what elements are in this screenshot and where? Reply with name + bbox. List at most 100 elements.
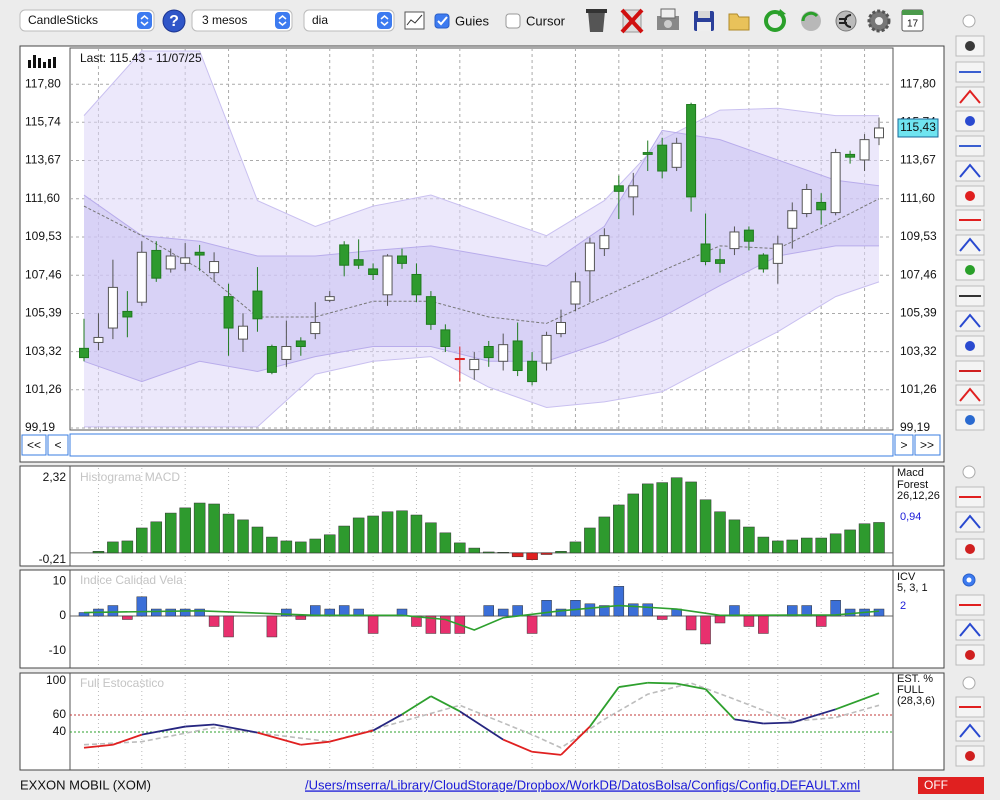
candle-body: [440, 329, 451, 348]
y-tick-label: 99,19: [25, 420, 55, 434]
currency-button[interactable]: [835, 10, 857, 32]
sync-button[interactable]: [801, 11, 821, 31]
tool-glyph: [965, 544, 975, 554]
y-tick-label-right: 103,32: [900, 344, 937, 358]
config-path[interactable]: /Users/mserra/Library/CloudStorage/Dropb…: [305, 777, 860, 792]
icv-current: 2: [900, 600, 906, 612]
band-line: [83, 129, 880, 267]
bar: [367, 615, 379, 634]
open-button[interactable]: [728, 13, 750, 31]
bar: [208, 615, 220, 627]
icv-panel: [19, 569, 945, 669]
next-button-label: >: [900, 438, 907, 452]
bar: [512, 605, 523, 617]
y-tick-label: 2,32: [43, 470, 67, 484]
y-tick-label: 0: [59, 608, 66, 622]
last-price-info: Last: 115.43 - 11/07/25: [80, 51, 202, 65]
band-line: [83, 50, 879, 237]
candle-body: [498, 344, 509, 362]
moving-average: [83, 198, 880, 324]
prev-button[interactable]: [47, 434, 69, 456]
bar: [670, 477, 683, 554]
tool-glyph: [965, 116, 975, 126]
tool-button[interactable]: [955, 234, 985, 256]
bar: [540, 552, 553, 555]
bar: [613, 504, 625, 554]
bar: [729, 605, 740, 617]
bar: [425, 522, 437, 554]
bar: [728, 519, 741, 554]
macd-current: 0,94: [900, 511, 921, 523]
tool-button[interactable]: [955, 511, 985, 533]
tool-glyph: [965, 415, 975, 425]
delete-button[interactable]: [620, 8, 644, 34]
select-arrow-glyph: [380, 15, 389, 26]
bar: [584, 603, 596, 617]
period-select[interactable]: [191, 9, 293, 32]
calendar-button[interactable]: [901, 9, 924, 32]
bar: [483, 605, 494, 617]
panel-radio[interactable]: [962, 676, 976, 690]
chart-type-select[interactable]: [19, 9, 155, 32]
panel-radio[interactable]: [962, 14, 976, 28]
bar: [627, 493, 640, 554]
candle-body: [107, 286, 118, 329]
bar: [656, 482, 668, 554]
candle-body: [454, 358, 465, 361]
next-button[interactable]: [894, 434, 914, 456]
bar: [642, 603, 653, 617]
last-button[interactable]: [914, 434, 941, 456]
first-button[interactable]: [21, 434, 47, 456]
stoch-label: FULL: [897, 684, 924, 696]
tool-glyph: [965, 341, 975, 351]
y-tick-label: 111,60: [25, 191, 60, 205]
tool-button[interactable]: [955, 86, 985, 108]
y-tick-label: 100: [46, 673, 66, 687]
trash-button[interactable]: [586, 9, 607, 32]
bar: [323, 534, 336, 554]
cursor-label: Cursor: [526, 13, 566, 28]
candle-body: [295, 340, 306, 348]
macd-label: 26,12,26: [897, 490, 940, 502]
bar: [410, 514, 423, 554]
bar: [439, 532, 452, 554]
last-price-box: [897, 118, 939, 138]
candle-body: [512, 340, 523, 372]
help-button[interactable]: [162, 9, 186, 33]
tool-button[interactable]: [955, 384, 985, 406]
tool-button[interactable]: [955, 720, 985, 742]
bar: [122, 615, 133, 620]
bar: [280, 540, 293, 554]
settings-button[interactable]: [867, 9, 891, 33]
bar: [555, 551, 567, 554]
save-button[interactable]: [694, 11, 714, 31]
candle-body: [310, 321, 321, 335]
candle-body: [324, 296, 335, 301]
bar: [714, 511, 726, 554]
tool-button[interactable]: [955, 619, 985, 641]
chart-icon[interactable]: [404, 11, 425, 30]
y-tick-label: 107,46: [25, 267, 62, 281]
tool-button[interactable]: [955, 160, 985, 182]
candle-body: [281, 346, 292, 360]
select-arrow-glyph: [140, 15, 149, 26]
guides-checkbox[interactable]: [434, 13, 450, 29]
panel-radio[interactable]: [962, 465, 976, 479]
refresh-button[interactable]: [764, 9, 786, 32]
y-tick-label-right: 111,60: [900, 191, 935, 205]
cursor-checkbox[interactable]: [505, 13, 521, 29]
candle-body: [93, 336, 104, 343]
stoch-k-segment: [112, 733, 143, 746]
interval-select[interactable]: [303, 9, 395, 32]
y-tick-label: 60: [53, 707, 67, 721]
stoch-k-segment: [734, 718, 764, 725]
print-button[interactable]: [657, 8, 679, 30]
tool-button[interactable]: [955, 310, 985, 332]
bar: [511, 552, 524, 558]
candle-body: [729, 231, 740, 250]
guides-label: Guies: [455, 13, 489, 28]
candle-body: [79, 347, 89, 359]
bar: [613, 586, 625, 617]
candle-body: [584, 242, 595, 272]
y-tick-label: 101,26: [25, 382, 62, 396]
